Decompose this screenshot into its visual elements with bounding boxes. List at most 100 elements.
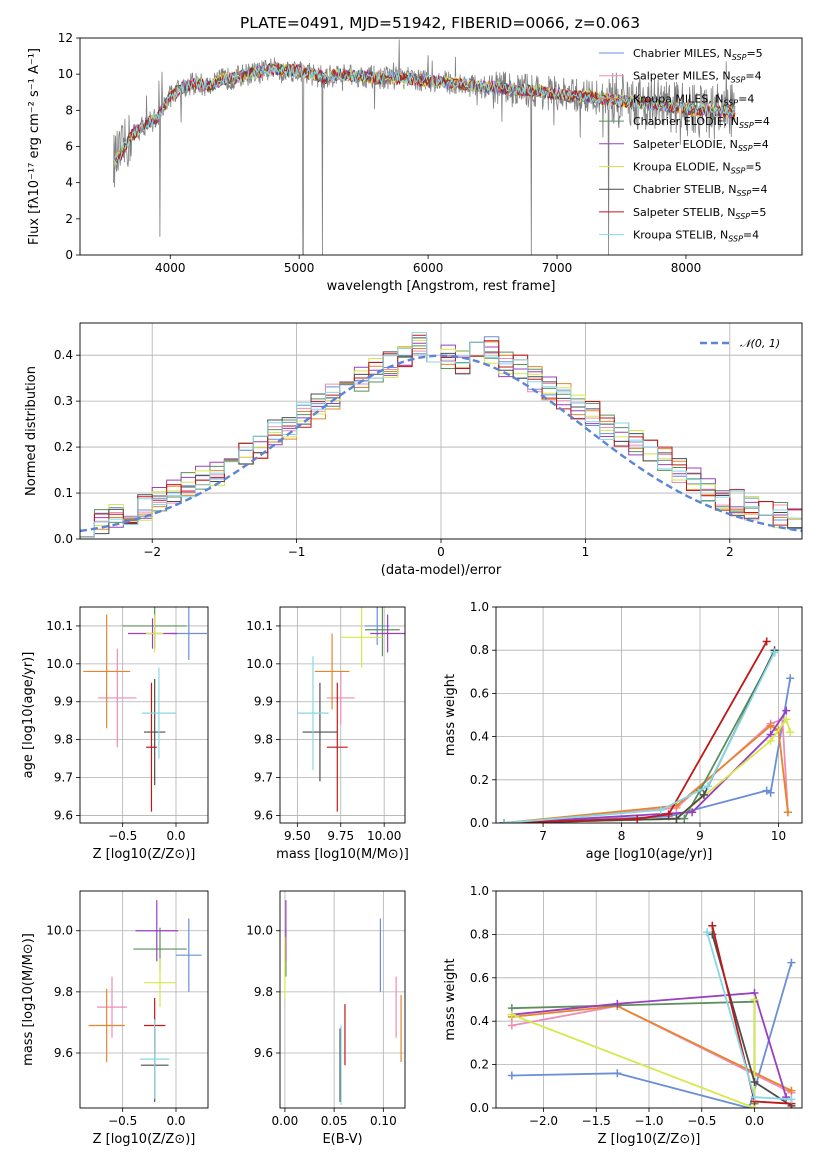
axes-frame	[79, 890, 209, 1109]
y-tick-label: 9.8	[54, 733, 73, 747]
x-tick-label: −2.0	[529, 1114, 558, 1128]
x-tick-label: 9.50	[284, 829, 311, 843]
y-tick-label: 0.6	[470, 686, 489, 700]
mass-weight-marker	[766, 788, 775, 797]
x-axis-label: Z [log10(Z/Z⊙)]	[598, 1132, 701, 1147]
x-tick-label: 0.00	[272, 1114, 299, 1128]
legend-label: Salpeter ELODIE, NSSP=4	[633, 138, 769, 153]
mass-weight-marker	[680, 814, 689, 823]
mass-weight-marker	[750, 995, 759, 1004]
mass-weight-marker	[787, 1086, 796, 1095]
y-tick-label: 0.4	[470, 1014, 489, 1028]
y-tick-label: 1.0	[470, 884, 489, 898]
figure-title: PLATE=0491, MJD=51942, FIBERID=0066, z=0…	[240, 14, 640, 32]
x-tick-label: −1.0	[634, 1114, 663, 1128]
x-tick-label: −1	[288, 545, 306, 559]
x-axis-label: Z [log10(Z/Z⊙)]	[93, 1132, 196, 1147]
plot-area	[297, 607, 405, 812]
mass-weight-marker	[613, 999, 622, 1008]
x-tick-label: −0.5	[687, 1114, 716, 1128]
mass-weight-marker	[672, 814, 681, 823]
legend-subscript: SSP	[728, 235, 743, 244]
mass-weight-line	[503, 641, 768, 823]
x-tick-label: 9.75	[327, 829, 354, 843]
legend-nssp: =4	[751, 183, 767, 196]
mass-weight-line	[511, 992, 788, 1098]
model-fit-line	[113, 64, 736, 167]
axes-frame	[495, 890, 803, 1109]
spectrum-panel: 4000 5000 6000 7000 8000 0 2 4 6 8 10 12 wavelength …	[27, 31, 803, 294]
residual-histogram-step	[80, 334, 802, 539]
y-tick-label: 9.8	[254, 733, 273, 747]
legend-label: Chabrier ELODIE, NSSP=4	[633, 115, 770, 130]
legend-nssp: =4	[754, 115, 770, 128]
mass-weight-marker	[507, 1021, 516, 1030]
legend-label: Chabrier STELIB, NSSP=4	[633, 183, 767, 198]
axes-frame	[495, 606, 803, 824]
y-tick-label: 9.9	[254, 695, 273, 709]
x-tick-label: −0.5	[108, 1114, 137, 1128]
legend-label: Kroupa ELODIE, NSSP=5	[633, 161, 762, 176]
legend-label: Salpeter MILES, NSSP=4	[633, 70, 762, 85]
mass-weight-marker	[703, 782, 712, 791]
x-axis-label: wavelength [Angstrom, rest frame]	[327, 279, 556, 294]
axes-frame	[79, 606, 209, 824]
y-tick-label: 9.6	[54, 1046, 73, 1060]
y-tick-label: 10.0	[46, 657, 73, 671]
legend-model-name: Chabrier ELODIE, N	[633, 115, 739, 128]
mass-weight-marker	[507, 1010, 516, 1019]
y-axis-label: Normed distribution	[24, 366, 39, 496]
legend-label: Salpeter STELIB, NSSP=5	[633, 206, 766, 221]
y-tick-label: 2	[65, 212, 73, 226]
mass-weight-line	[511, 1000, 756, 1104]
legend-model-name: Kroupa STELIB, N	[633, 229, 728, 242]
legend-label: Kroupa MILES, NSSP=4	[633, 92, 754, 107]
mass-weight-line	[503, 651, 776, 823]
y-tick-label: 8	[65, 103, 73, 117]
mass-weight-line	[503, 678, 792, 823]
residual-histogram-step	[80, 332, 802, 539]
legend-nssp: =5	[745, 161, 761, 174]
y-tick-label: 0.0	[54, 532, 73, 546]
x-axis-label: Z [log10(Z/Z⊙)]	[93, 847, 196, 862]
legend-subscript: SSP	[731, 167, 746, 176]
legend-label: Chabrier MILES, NSSP=5	[633, 47, 763, 62]
y-axis-label: mass [log10(M/M⊙)]	[21, 933, 36, 1066]
plot-area	[284, 900, 402, 1105]
legend-nssp: =5	[750, 206, 766, 219]
mass-weight-line	[503, 724, 789, 823]
y-tick-label: 0.3	[54, 394, 73, 408]
x-tick-label: −0.5	[108, 829, 137, 843]
x-tick-label: 8	[618, 829, 626, 843]
mass-weight-line	[511, 962, 793, 1108]
x-tick-label: 0.05	[321, 1114, 348, 1128]
mass-vs-ebv-panel: 0.00 0.05 0.10 9.6 9.8 10.0 E(B-V)	[246, 890, 406, 1147]
y-tick-label: 10.0	[246, 924, 273, 938]
y-tick-label: 0.2	[470, 1058, 489, 1072]
y-tick-label: 0.4	[54, 348, 73, 362]
legend-nssp: =4	[753, 138, 769, 151]
mass-weight-marker	[786, 728, 795, 737]
y-tick-label: 9.6	[254, 808, 273, 822]
mass-weight-marker	[688, 808, 697, 817]
x-tick-label: 6000	[413, 261, 444, 275]
axes-frame	[79, 322, 803, 540]
x-tick-label: 0	[437, 545, 445, 559]
residual-histogram-panel: −2 −1 0 1 2 0.0 0.1 0.2 0.3 0.4 (data-model)/error…	[24, 322, 803, 578]
y-tick-label: 10.0	[46, 924, 73, 938]
y-tick-label: 9.6	[54, 808, 73, 822]
legend-nssp: =4	[738, 92, 754, 105]
mass-weight-marker	[613, 1069, 622, 1078]
legend-nssp: =4	[743, 229, 759, 242]
mass-weight-line	[503, 710, 788, 823]
y-tick-label: 10	[58, 67, 73, 81]
mass-weight-marker	[507, 1071, 516, 1080]
mass-weight-marker	[762, 637, 771, 646]
mass-weight-marker	[750, 1077, 759, 1086]
x-axis-label: E(B-V)	[322, 1132, 362, 1147]
y-tick-label: 9.9	[54, 695, 73, 709]
y-tick-label: 9.8	[254, 985, 273, 999]
mass-weight-marker	[787, 958, 796, 967]
legend-model-name: Kroupa MILES, N	[633, 92, 723, 105]
y-tick-label: 0.8	[470, 643, 489, 657]
